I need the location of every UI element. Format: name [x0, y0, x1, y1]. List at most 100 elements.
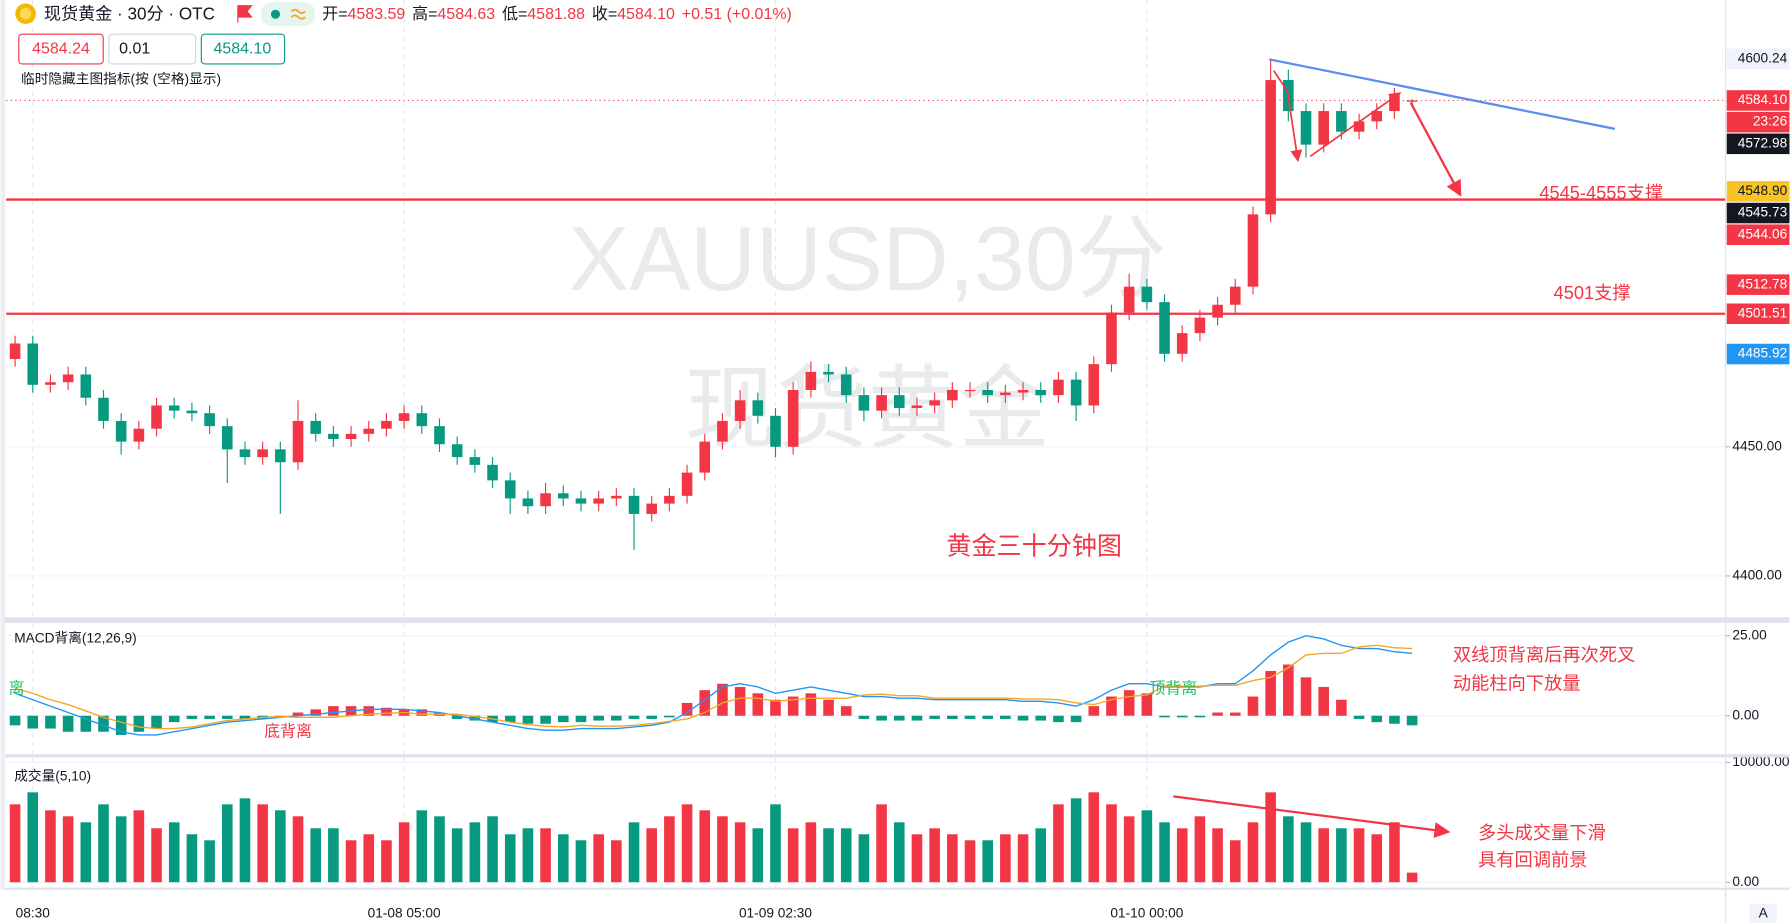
annotation: 多头成交量下滑	[1478, 822, 1606, 843]
volume-bar	[982, 840, 994, 883]
candle-body	[1106, 312, 1117, 365]
volume-bar	[1300, 822, 1312, 883]
status-pill[interactable]	[260, 2, 316, 27]
ohlc-legend: 开=4583.59 高=4584.63 低=4581.88 收=4584.10 +0.5…	[322, 5, 792, 23]
volume-bar	[1000, 834, 1011, 883]
candle-body	[133, 428, 145, 442]
macd-bar	[45, 715, 56, 729]
macd-bar	[805, 693, 817, 716]
volume-bar	[964, 840, 976, 883]
candle-body	[540, 493, 551, 507]
candle-body	[98, 397, 109, 421]
volume-bar	[469, 822, 481, 883]
quantity-input[interactable]	[108, 33, 197, 65]
candle-body	[911, 405, 923, 409]
symbol[interactable]: 现货黄金 · 30分 · OTC	[44, 4, 215, 23]
macd-bar	[575, 715, 587, 723]
price-tag-label: 4548.90	[1738, 183, 1788, 198]
sell-price[interactable]: 4584.24	[32, 40, 90, 57]
price-tag	[1726, 181, 1790, 202]
volume-bar	[9, 804, 21, 883]
arrow	[1173, 795, 1451, 839]
annotation: 动能柱向下放量	[1453, 672, 1581, 693]
macd-bar	[151, 715, 162, 729]
macd-bar	[1265, 670, 1276, 716]
candle-body	[221, 426, 233, 450]
sell-button[interactable]	[18, 33, 104, 65]
candle-body	[734, 400, 746, 421]
buy-price[interactable]: 4584.10	[214, 40, 272, 57]
auto-scale-button[interactable]	[1749, 903, 1777, 923]
volume-bar	[575, 840, 587, 883]
status-dot	[270, 9, 281, 19]
volume-bar	[1265, 792, 1276, 883]
candle-body	[947, 389, 958, 401]
candle-body	[504, 480, 516, 499]
candle-body	[611, 495, 622, 499]
candle-body	[858, 395, 870, 411]
candle-body	[1300, 111, 1312, 145]
candle-body	[1017, 389, 1029, 393]
macd-bar	[787, 696, 799, 716]
macd-bar	[239, 715, 251, 719]
price-tag-label: 4572.98	[1738, 135, 1788, 150]
countdown-tag	[1726, 111, 1790, 133]
ohlc-value: 4581.88	[527, 6, 585, 23]
volume-bar	[752, 828, 764, 883]
flag-icon	[237, 5, 253, 23]
macd-bar	[681, 702, 693, 716]
candle-body	[310, 420, 322, 434]
buy-button[interactable]	[200, 33, 286, 65]
volume-bar	[381, 840, 392, 883]
volume-bar	[1283, 816, 1294, 883]
macd-bar	[646, 715, 658, 719]
volume-bar	[717, 816, 728, 883]
candle-body	[1053, 379, 1064, 396]
price-tag-label: 4512.78	[1738, 276, 1788, 291]
watermark: XAUUSD,30分	[568, 208, 1167, 310]
price-tag-label: 4485.92	[1738, 346, 1787, 361]
hint[interactable]: 临时隐藏主图指标(按 (空格)显示)	[21, 71, 221, 86]
macd-bar	[664, 715, 675, 718]
candle-body	[398, 413, 410, 421]
arrow	[1273, 70, 1303, 163]
macd-bar	[1371, 715, 1383, 723]
volume-bar	[345, 840, 357, 883]
macd-bar	[133, 715, 145, 732]
macd-bar	[186, 715, 198, 719]
volume-bar	[1247, 822, 1259, 883]
candle-body	[752, 400, 764, 416]
candle-body	[1176, 333, 1188, 354]
price-tag	[1726, 224, 1790, 245]
annotation: 4545-4555支撑	[1539, 182, 1663, 203]
candle-body	[1035, 389, 1047, 396]
volume-bar	[876, 804, 887, 883]
quantity[interactable]: 0.01	[119, 40, 150, 57]
candle-body	[80, 374, 92, 398]
ohlc-label: 开=	[322, 6, 347, 23]
macd-bar	[734, 686, 746, 716]
x-tick-label: 01-09 02:30	[739, 905, 812, 920]
ohlc-value: 4584.63	[437, 6, 495, 23]
candle-body	[239, 449, 251, 458]
candle-body	[204, 413, 215, 427]
volume-bar	[1070, 798, 1082, 883]
candle-body	[1265, 80, 1276, 215]
price-tag-label: 4545.73	[1738, 205, 1788, 220]
macd-bar	[168, 715, 180, 723]
candle-body	[1371, 111, 1383, 122]
volume-bar	[646, 828, 658, 883]
price-tag	[1726, 48, 1790, 70]
candle-body	[805, 371, 817, 390]
auto-scale-label[interactable]: A	[1759, 905, 1769, 920]
volume-bar	[45, 810, 56, 883]
volume-bar	[699, 810, 711, 883]
volume-bar	[929, 828, 940, 883]
candle-body	[522, 498, 534, 507]
macd-line	[14, 644, 1413, 730]
volume-bar	[1017, 834, 1029, 883]
candle-body	[328, 433, 339, 440]
candle-body	[345, 433, 357, 440]
candle-body	[363, 428, 375, 434]
volume-bar	[1212, 828, 1223, 883]
